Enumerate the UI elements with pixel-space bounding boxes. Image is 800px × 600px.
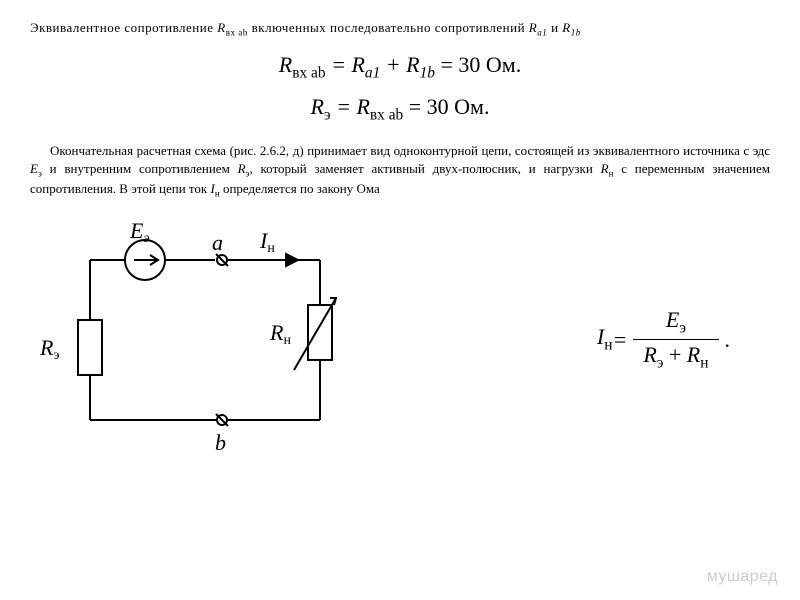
equation-2: Rэ = Rвх ab = 30 Ом. — [30, 94, 770, 124]
label-Rn: Rн — [269, 320, 291, 348]
label-Re: Rэ — [39, 335, 59, 363]
label-a: a — [212, 230, 223, 255]
label-E: Eэ — [129, 220, 150, 246]
intro-text: Эквивалентное сопротивление Rвх ab включ… — [30, 20, 770, 38]
watermark: мушаред — [707, 568, 778, 586]
formula-ohm: Iн = Eэ Rэ + Rн . — [597, 307, 730, 373]
label-b: b — [215, 430, 226, 455]
circuit-diagram: Eэ a Iн Rэ Rн b — [30, 220, 370, 460]
label-I: Iн — [259, 228, 275, 256]
body-paragraph: Окончательная расчетная схема (рис. 2.6.… — [30, 142, 770, 199]
equation-1: Rвх ab = Ra1 + R1b = 30 Ом. — [30, 52, 770, 82]
